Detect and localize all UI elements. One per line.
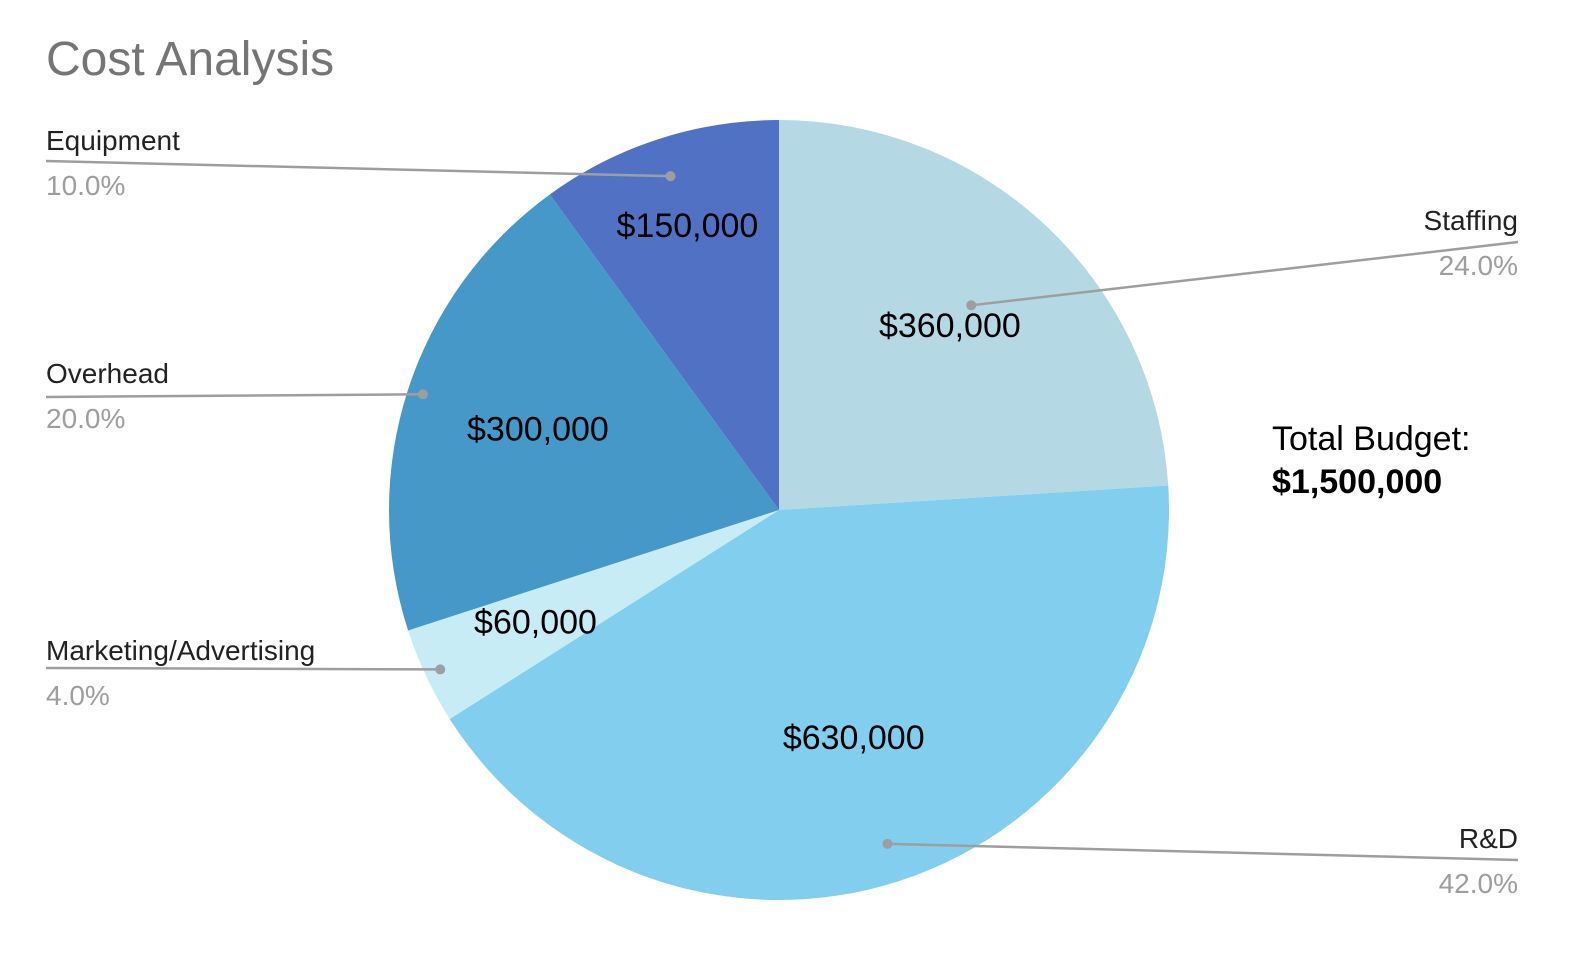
callout-name-overhead: Overhead bbox=[46, 358, 169, 389]
callout-name-r-d: R&D bbox=[1459, 823, 1518, 854]
pie-slices bbox=[389, 120, 1169, 901]
callout-percent-r-d: 42.0% bbox=[1439, 868, 1518, 899]
callout-name-marketing-advertising: Marketing/Advertising bbox=[46, 635, 315, 666]
leader-line-overhead bbox=[45, 393, 423, 399]
leader-dot-equipment bbox=[665, 171, 676, 182]
pie-slice-overhead bbox=[389, 194, 779, 631]
pie-slice-r-d bbox=[449, 485, 1169, 901]
total-budget-label: Total Budget: bbox=[1272, 420, 1470, 458]
callout-name-staffing: Staffing bbox=[1424, 205, 1518, 236]
leader-dot-marketing-advertising bbox=[435, 664, 446, 675]
slice-value-overhead: $300,000 bbox=[467, 411, 609, 449]
leader-line-equipment bbox=[45, 159, 671, 178]
leader-dot-staffing bbox=[966, 300, 977, 311]
total-budget-value: $1,500,000 bbox=[1272, 463, 1442, 501]
leader-line-staffing bbox=[971, 240, 1519, 307]
callout-percent-equipment: 10.0% bbox=[46, 170, 125, 201]
callout-percent-overhead: 20.0% bbox=[46, 403, 125, 434]
pie-slice-staffing bbox=[779, 120, 1169, 510]
pie-slice-marketing-advertising bbox=[408, 510, 779, 719]
callout-percent-staffing: 24.0% bbox=[1439, 250, 1518, 281]
pie-slice-equipment bbox=[549, 120, 779, 510]
slice-value-r-d: $630,000 bbox=[783, 719, 925, 757]
slice-value-staffing: $360,000 bbox=[879, 307, 1021, 345]
slice-value-equipment: $150,000 bbox=[617, 207, 759, 245]
leader-dot-r-d bbox=[882, 838, 893, 849]
callout-name-equipment: Equipment bbox=[46, 125, 180, 156]
slice-value-marketing-advertising: $60,000 bbox=[474, 604, 597, 642]
leader-line-marketing-advertising bbox=[45, 666, 441, 671]
leader-line-r-d bbox=[887, 842, 1519, 862]
chart-title: Cost Analysis bbox=[46, 33, 334, 86]
leader-dot-overhead bbox=[417, 389, 428, 400]
slice-value-labels: $360,000 $630,000 $60,000 $300,000 $150,000 bbox=[467, 207, 1021, 757]
callout-percent-marketing-advertising: 4.0% bbox=[46, 680, 110, 711]
callout-labels: Staffing 24.0% R&D 42.0% Marketing/Advertisi… bbox=[45, 125, 1519, 899]
